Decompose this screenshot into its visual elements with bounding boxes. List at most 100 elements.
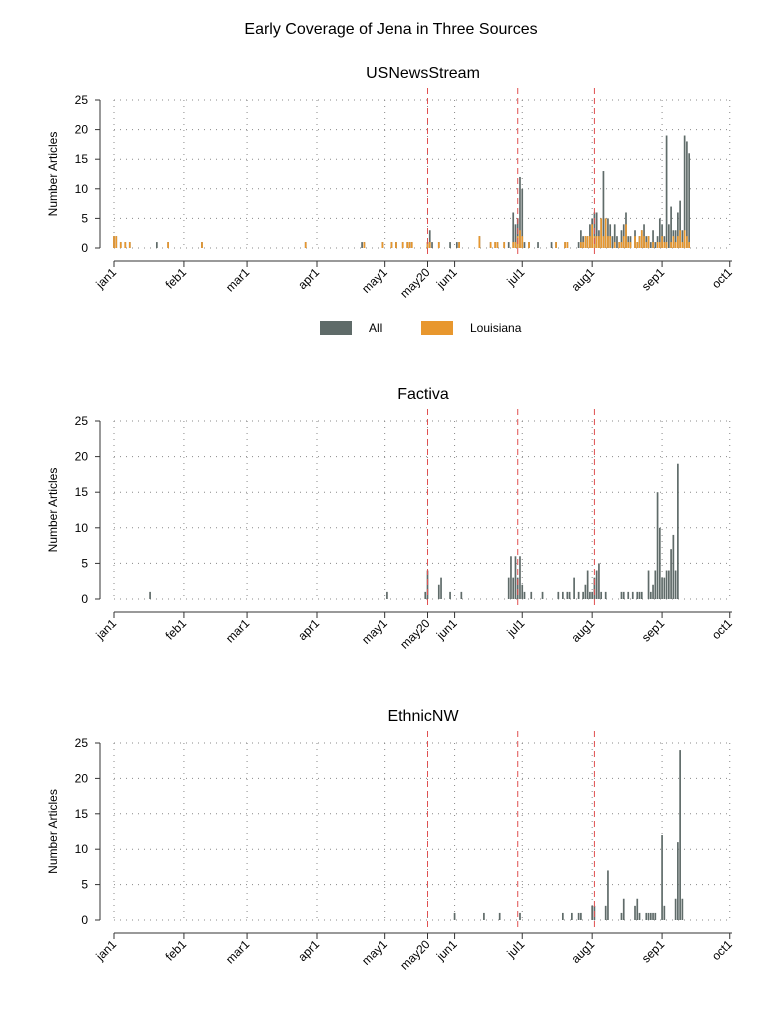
bar bbox=[519, 230, 521, 248]
y-tick-label: 10 bbox=[75, 842, 89, 856]
bar bbox=[622, 898, 625, 920]
x-tick-label: jun1 bbox=[433, 616, 460, 643]
x-tick-label: sep1 bbox=[639, 616, 668, 645]
bar bbox=[557, 591, 560, 599]
bar bbox=[428, 242, 431, 248]
chart-panel-factiva: Factiva 0 5 10 15 20 25 Number Articles jan1 feb1… bbox=[46, 386, 735, 652]
bar bbox=[616, 236, 618, 248]
bar bbox=[670, 549, 672, 599]
bar bbox=[537, 242, 539, 248]
bar bbox=[119, 242, 122, 248]
bar bbox=[663, 242, 666, 248]
bar bbox=[658, 242, 661, 248]
bar bbox=[566, 242, 569, 248]
y-tick-label: 5 bbox=[81, 556, 88, 570]
bar bbox=[681, 230, 684, 248]
x-tick-label: sep1 bbox=[639, 937, 668, 966]
bar bbox=[571, 912, 573, 920]
bar bbox=[460, 591, 463, 599]
bar bbox=[514, 556, 517, 599]
bar bbox=[686, 141, 688, 248]
bar bbox=[647, 912, 650, 920]
x-tick-label: feb1 bbox=[163, 616, 190, 643]
bar bbox=[523, 242, 526, 248]
bar bbox=[613, 242, 616, 248]
x-tick-label: may1 bbox=[359, 937, 390, 968]
bar bbox=[167, 242, 169, 248]
bar bbox=[663, 577, 666, 599]
bar bbox=[602, 171, 605, 248]
bar bbox=[437, 584, 440, 599]
y-tick-label: 5 bbox=[81, 878, 88, 892]
bar bbox=[530, 591, 533, 599]
x-tick-label: jul1 bbox=[504, 937, 528, 961]
bar bbox=[361, 242, 363, 248]
x-tick-label: oct1 bbox=[709, 265, 735, 291]
bar bbox=[523, 591, 526, 599]
bar bbox=[636, 242, 639, 248]
figure-title: Early Coverage of Jena in Three Sources bbox=[244, 21, 537, 38]
bar bbox=[595, 570, 598, 599]
bar bbox=[489, 242, 492, 248]
bar bbox=[410, 242, 413, 248]
bar bbox=[591, 591, 594, 599]
bar bbox=[607, 870, 609, 920]
x-tick-label: feb1 bbox=[163, 937, 190, 964]
bar bbox=[688, 153, 690, 248]
bar bbox=[424, 591, 427, 599]
bar bbox=[555, 242, 557, 248]
bar bbox=[580, 912, 582, 920]
bar bbox=[683, 135, 686, 248]
bar bbox=[582, 591, 584, 599]
bar bbox=[566, 591, 569, 599]
bar bbox=[674, 230, 677, 248]
bar bbox=[584, 236, 587, 248]
chart-title: EthnicNW bbox=[387, 708, 459, 725]
bar bbox=[595, 212, 598, 248]
bar bbox=[629, 242, 632, 248]
bar bbox=[661, 835, 663, 920]
x-tick-label: apr1 bbox=[295, 937, 322, 964]
y-tick-label: 25 bbox=[75, 736, 89, 750]
bar bbox=[561, 591, 564, 599]
bar bbox=[649, 912, 652, 920]
bar bbox=[381, 242, 384, 248]
bar bbox=[645, 912, 648, 920]
bar bbox=[201, 242, 203, 248]
bar bbox=[149, 591, 151, 599]
x-tick-label: may1 bbox=[359, 616, 390, 647]
y-tick-label: 20 bbox=[75, 123, 89, 137]
bar bbox=[649, 591, 652, 599]
bar bbox=[437, 242, 440, 248]
bar bbox=[681, 242, 684, 248]
bar bbox=[634, 236, 636, 248]
bar bbox=[665, 242, 668, 248]
bar bbox=[670, 242, 672, 248]
bar bbox=[514, 224, 517, 248]
bar bbox=[677, 236, 679, 248]
x-tick-label: mar1 bbox=[223, 265, 252, 294]
x-tick-label: may20 bbox=[397, 265, 433, 301]
bar bbox=[440, 577, 442, 599]
bar bbox=[510, 556, 512, 599]
series-all bbox=[113, 135, 690, 248]
bar bbox=[589, 236, 591, 248]
legend-swatch-all bbox=[320, 321, 352, 335]
bar bbox=[363, 242, 366, 248]
x-tick-label: aug1 bbox=[569, 265, 598, 294]
bar bbox=[514, 242, 517, 248]
bar bbox=[652, 230, 654, 248]
bar bbox=[602, 236, 605, 248]
series-series bbox=[453, 750, 684, 920]
bar bbox=[483, 912, 485, 920]
bar bbox=[622, 591, 625, 599]
x-tick-label: aug1 bbox=[569, 616, 598, 645]
bar bbox=[622, 236, 625, 248]
bar bbox=[670, 206, 672, 248]
bar bbox=[679, 750, 681, 920]
bar bbox=[584, 584, 587, 599]
bar bbox=[677, 842, 679, 920]
bar bbox=[564, 242, 566, 248]
bar bbox=[586, 236, 589, 248]
chart-panel-ethnicnw: EthnicNW 0 5 10 15 20 25 Number Articles jan1 feb… bbox=[46, 708, 735, 973]
